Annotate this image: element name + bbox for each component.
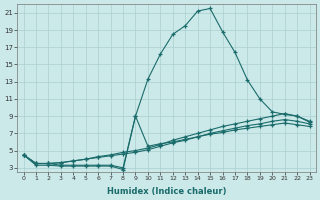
X-axis label: Humidex (Indice chaleur): Humidex (Indice chaleur)	[107, 187, 226, 196]
